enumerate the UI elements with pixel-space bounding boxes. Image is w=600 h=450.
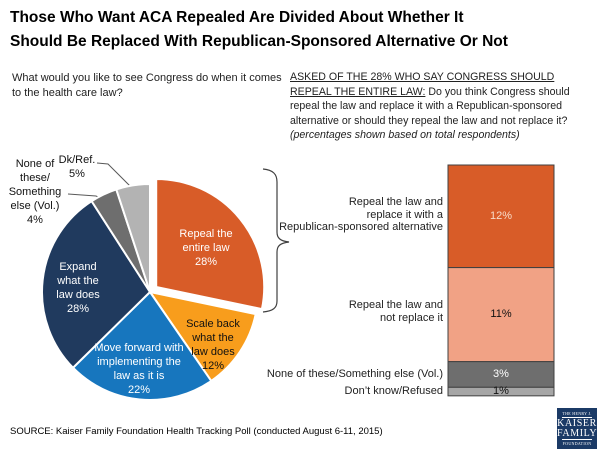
- bar-segment-none-of-these-something-else-vol: [447, 361, 555, 388]
- pie-label-dk-ref: Dk/Ref. 5%: [58, 154, 96, 180]
- kff-logo-rule-bottom: [562, 439, 592, 440]
- brace-repeal-slice: [262, 168, 290, 313]
- bar-value-none-of-these: 3%: [493, 368, 509, 380]
- bar-value-repeal-replace: 12%: [489, 210, 513, 222]
- pie-slice-move-forward-with-implementing-the-law-as-it-is: [71, 290, 213, 401]
- bar-segment-don-t-know-refused: [447, 386, 555, 397]
- bar-label-repeal-replace: Repeal the law and replace it with a Rep…: [279, 196, 443, 233]
- bar-value-dont-know: 1%: [493, 385, 509, 397]
- kff-logo-line1: THE HENRY J.: [562, 411, 592, 416]
- bar-question-heading: ASKED OF THE 28% WHO SAY CONGRESS SHOULD…: [290, 71, 555, 98]
- kff-logo: THE HENRY J. KAISER FAMILY FOUNDATION: [557, 408, 597, 449]
- pie-question: What would you like to see Congress do w…: [12, 72, 282, 99]
- kff-logo-rule-top: [562, 417, 592, 418]
- bar-question-body: Do you think Congress should repeal the …: [290, 85, 570, 127]
- pie-label-scale-back: Scale back what the law does 12%: [186, 318, 240, 372]
- bar-segment-repeal-the-law-and: [447, 267, 555, 363]
- bar-label-none-of-these: None of these/Something else (Vol.): [266, 368, 443, 380]
- pie-label-none-of-these: None of these/ Something else (Vol.) 4%: [8, 158, 62, 226]
- stacked-bar-chart: [447, 164, 555, 397]
- page-title: Those Who Want ACA Repealed Are Divided …: [10, 9, 508, 50]
- kff-logo-line2: KAISER: [557, 418, 597, 429]
- kff-logo-line4: FOUNDATION: [562, 441, 592, 446]
- leader-line-dk-ref: [96, 162, 131, 187]
- pie-slice-repeal-the-entire-law: [155, 177, 266, 311]
- pie-slice-scale-back-what-the-law-does: [147, 290, 257, 383]
- pie-label-expand: Expand what the law does 28%: [56, 261, 100, 315]
- bar-label-dont-know: Don’t know/Refused: [344, 385, 443, 397]
- pie-slice-expand-what-the-law-does: [41, 199, 152, 370]
- pie-label-move-forward: Move forward with implementing the law a…: [94, 342, 184, 396]
- kff-logo-line3: FAMILY: [557, 427, 598, 439]
- bar-question-note: (percentages shown based on total respon…: [290, 129, 520, 141]
- bar-question: ASKED OF THE 28% WHO SAY CONGRESS SHOULD…: [290, 70, 596, 143]
- source-note: SOURCE: Kaiser Family Foundation Health …: [10, 426, 383, 437]
- pie-chart: [41, 177, 266, 401]
- bar-label-repeal-not-replace: Repeal the law and not replace it: [348, 299, 443, 324]
- pie-slice-dk-ref: [115, 182, 151, 293]
- pie-label-repeal-entire-law: Repeal the entire law 28%: [179, 228, 233, 268]
- bar-value-repeal-not-replace: 11%: [490, 308, 512, 320]
- bar-segment-repeal-the-law-and: [447, 164, 555, 269]
